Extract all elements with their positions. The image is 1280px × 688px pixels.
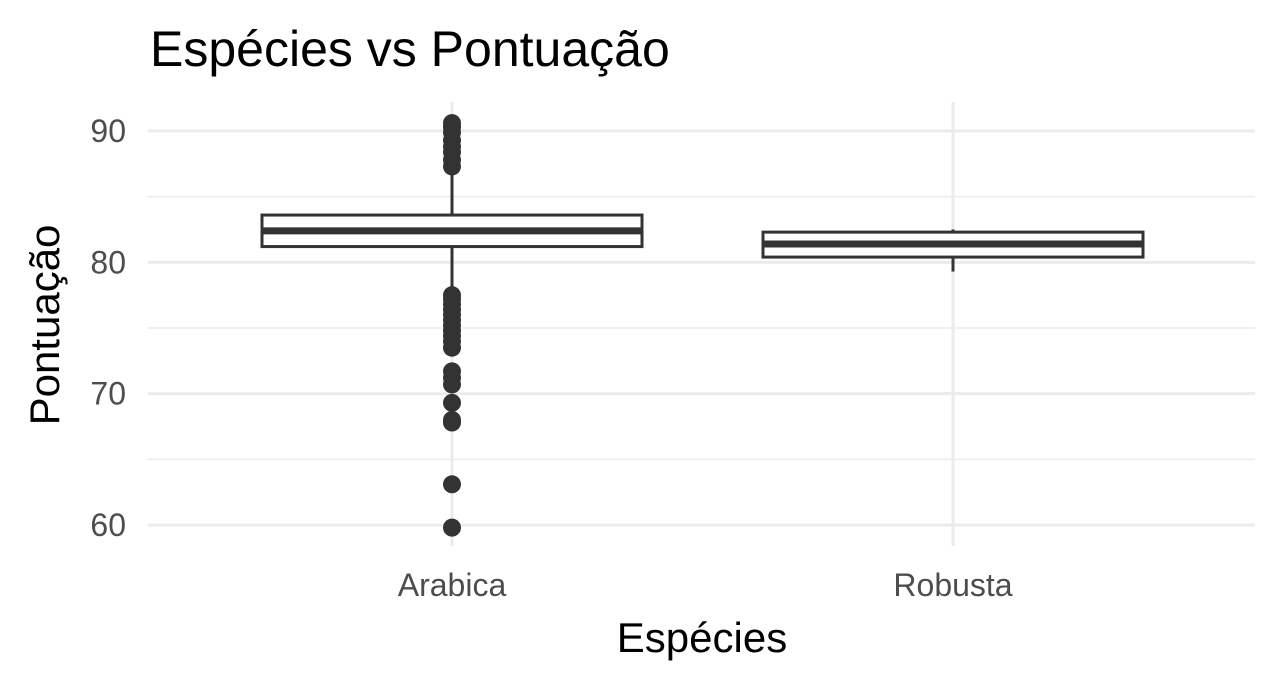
y-tick-label: 80: [90, 244, 126, 280]
x-axis-title: Espécies: [617, 614, 787, 661]
y-tick-label: 60: [90, 507, 126, 543]
boxplot-arabica: [260, 114, 644, 537]
boxplots: [260, 114, 1145, 537]
grid-lines: [148, 102, 1255, 546]
outlier-point: [443, 393, 461, 412]
outlier-point: [443, 413, 461, 432]
outlier-point: [443, 475, 461, 494]
outlier-point: [443, 518, 461, 537]
x-tick-label: Robusta: [893, 567, 1012, 603]
tick-labels: 60 70 80 90 Arabica Robusta: [90, 113, 1012, 603]
y-tick-label: 70: [90, 376, 126, 412]
boxplot-robusta: [761, 229, 1145, 272]
chart-title: Espécies vs Pontuação: [150, 21, 670, 77]
y-tick-label: 90: [90, 113, 126, 149]
x-tick-label: Arabica: [398, 567, 507, 603]
outlier-point: [443, 375, 461, 394]
y-axis-title: Pontuação: [21, 225, 68, 426]
outlier-point: [443, 157, 461, 176]
outlier-point: [443, 338, 461, 357]
